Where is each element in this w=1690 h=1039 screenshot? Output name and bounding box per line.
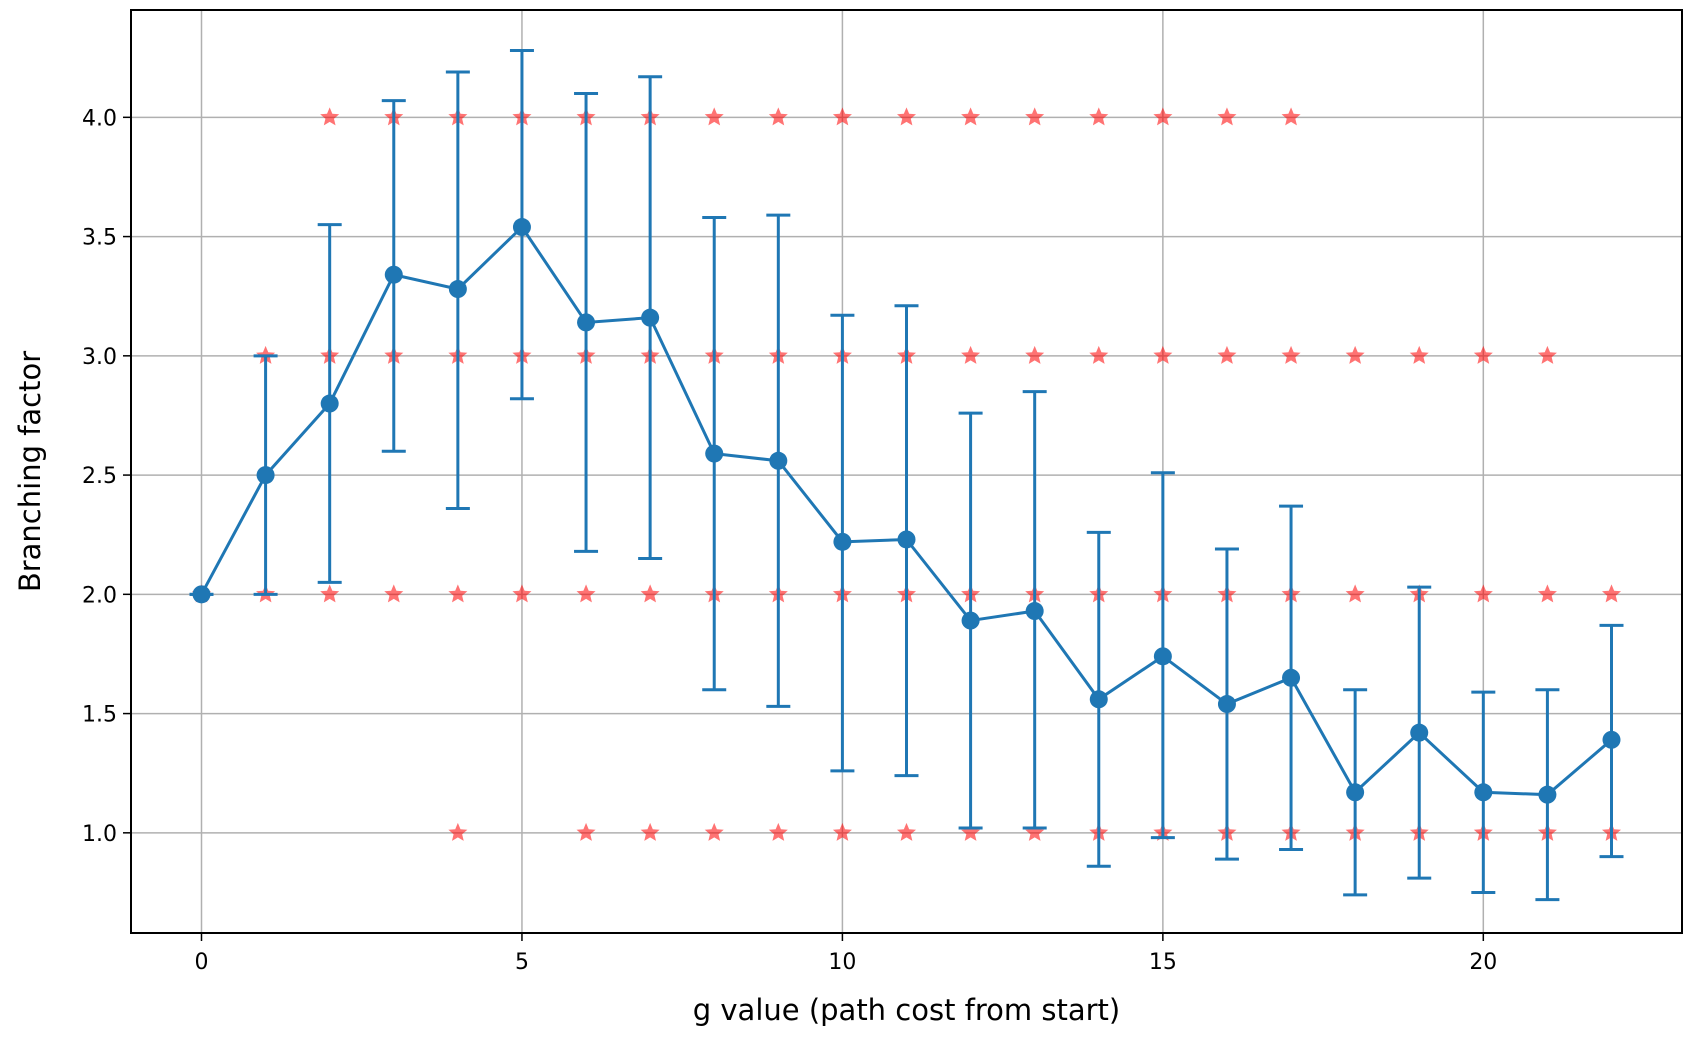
x-tick-label: 15 — [1149, 950, 1177, 975]
raw-point-star — [1089, 107, 1109, 126]
raw-point-star — [576, 584, 596, 603]
raw-point-star — [512, 584, 532, 603]
y-tick-label: 3.0 — [82, 345, 117, 370]
raw-point-star — [1281, 107, 1301, 126]
raw-point-star — [1217, 345, 1237, 364]
mean-point — [1346, 783, 1365, 802]
mean-point — [1153, 647, 1172, 666]
mean-line-layer — [192, 218, 1621, 804]
y-tick-label: 1.5 — [82, 703, 117, 728]
raw-point-star — [768, 822, 788, 841]
mean-point — [256, 466, 275, 485]
x-tick-label: 0 — [195, 950, 209, 975]
y-tick-label: 1.0 — [82, 822, 117, 847]
raw-point-star — [1601, 584, 1622, 603]
raw-point-star — [320, 107, 340, 126]
raw-point-star — [1089, 345, 1109, 364]
mean-point — [705, 444, 724, 463]
raw-point-star — [896, 107, 917, 126]
raw-point-star — [1409, 345, 1429, 364]
raw-point-star — [1153, 345, 1173, 364]
mean-point — [961, 611, 980, 630]
raw-point-star — [640, 584, 660, 603]
y-tick-label: 2.0 — [82, 583, 117, 608]
mean-point — [577, 313, 596, 332]
plot-frame — [130, 9, 1683, 934]
mean-point — [384, 265, 403, 284]
raw-point-star — [384, 584, 404, 603]
mean-point — [769, 451, 788, 470]
mean-point — [192, 585, 211, 604]
mean-point — [1217, 695, 1236, 714]
raw-point-star — [1025, 107, 1045, 126]
raw-point-star — [640, 822, 660, 841]
mean-point — [1089, 690, 1108, 709]
raw-point-star — [1025, 345, 1045, 364]
raw-point-star — [1473, 584, 1493, 603]
x-tick-label: 10 — [828, 950, 856, 975]
mean-point — [1602, 730, 1621, 749]
y-tick-label: 3.5 — [82, 226, 117, 251]
tick-layer: 0 5 10 15 20 1.0 1.5 2.0 2.5 3.0 3.5 4.0 — [82, 106, 1497, 975]
mean-point — [512, 218, 531, 237]
raw-point-star — [1537, 584, 1557, 603]
raw-point-star — [961, 345, 981, 364]
raw-point-star — [1537, 345, 1557, 364]
raw-point-star — [832, 107, 852, 126]
mean-point — [320, 394, 339, 413]
raw-point-star — [1281, 345, 1301, 364]
x-tick-label: 20 — [1469, 950, 1497, 975]
mean-point — [897, 530, 916, 549]
raw-point-star — [448, 822, 468, 841]
raw-point-star — [448, 584, 468, 603]
mean-point — [1474, 783, 1493, 802]
raw-point-star — [832, 822, 852, 841]
mean-point — [448, 280, 467, 299]
raw-point-star — [768, 107, 788, 126]
mean-point — [1282, 668, 1301, 687]
mean-point — [641, 308, 660, 327]
raw-point-star — [896, 822, 917, 841]
mean-point — [1025, 602, 1044, 621]
raw-point-star — [1217, 107, 1237, 126]
raw-point-star — [576, 822, 596, 841]
y-axis-label: Branching factor — [13, 351, 47, 592]
raw-point-star — [961, 822, 981, 841]
raw-point-star — [704, 822, 724, 841]
raw-point-star — [1025, 822, 1045, 841]
y-tick-label: 4.0 — [82, 106, 117, 131]
raw-point-star — [1153, 107, 1173, 126]
y-tick-label: 2.5 — [82, 464, 117, 489]
raw-point-star — [1345, 345, 1365, 364]
raw-point-star — [961, 107, 981, 126]
raw-point-star — [1345, 584, 1365, 603]
x-tick-label: 5 — [515, 950, 529, 975]
raw-point-star — [1473, 345, 1493, 364]
raw-point-star — [320, 584, 340, 603]
mean-point — [833, 532, 852, 551]
mean-point — [1538, 785, 1557, 804]
raw-points-layer — [191, 107, 1622, 841]
x-axis-label: g value (path cost from start) — [693, 993, 1120, 1027]
raw-point-star — [704, 107, 724, 126]
mean-point — [1410, 723, 1429, 742]
